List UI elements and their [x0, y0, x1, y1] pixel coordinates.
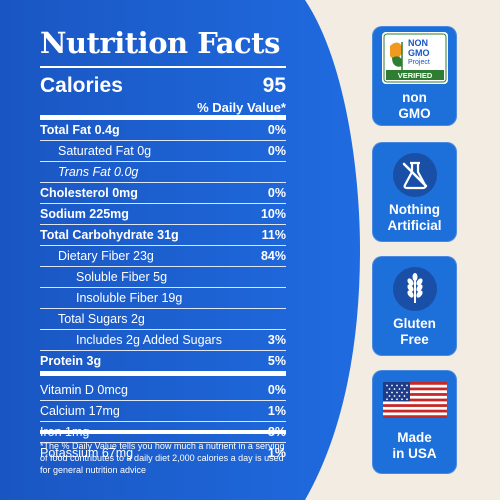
divider — [40, 66, 286, 68]
nutrition-facts-title: Nutrition Facts — [40, 26, 280, 60]
non-gmo-logo-text: VERIFIED — [397, 71, 432, 80]
nutrient-percent: 3% — [267, 333, 286, 347]
nutrient-percent: 5% — [267, 354, 286, 368]
non-gmo-logo-text: GMO — [408, 48, 430, 58]
flask-crossed-icon — [372, 152, 457, 198]
badge-text: Nothing Artificial — [372, 202, 457, 234]
calories-value: 95 — [262, 74, 286, 97]
nutrient-percent: 10% — [260, 207, 286, 221]
badge-line: Artificial — [387, 218, 442, 233]
nutrient-label: Soluble Fiber 5g — [76, 270, 168, 284]
badge-text: non GMO — [372, 90, 457, 122]
nutrient-percent: 0% — [267, 144, 286, 158]
nutrient-label: Saturated Fat 0g — [58, 144, 152, 158]
nutrient-percent: 11% — [261, 228, 286, 242]
badge-line: Made — [397, 430, 432, 445]
thick-divider — [40, 430, 286, 434]
daily-value-footnote: *The % Daily Value tells you how much a … — [40, 441, 285, 475]
badge-made-in-usa: Made in USA — [372, 370, 457, 474]
badge-line: Gluten — [393, 316, 436, 331]
nutrient-row: Cholesterol 0mg 0% — [40, 183, 286, 204]
badge-line: in USA — [392, 446, 437, 461]
nutrient-label: Potassium 67mg — [40, 446, 134, 460]
badge-non-gmo: NON GMO Project VERIFIED non GMO — [372, 26, 457, 126]
nutrient-row: Insoluble Fiber 19g — [40, 288, 286, 309]
nutrient-row: Dietary Fiber 23g 84% — [40, 246, 286, 267]
calories-row: Calories 95 — [40, 74, 286, 100]
nutrient-percent: 0% — [267, 186, 286, 200]
nutrient-label: Trans Fat 0.0g — [58, 165, 139, 179]
nutrient-label: Vitamin D 0mcg — [40, 383, 128, 397]
nutrition-facts-label: Nutrition Facts Calories 95 % Daily Valu… — [40, 26, 286, 475]
badge-line: Free — [400, 332, 429, 347]
daily-value-header: % Daily Value* — [197, 100, 286, 115]
badge-line: non — [402, 90, 427, 105]
nutrient-percent: 1% — [267, 404, 286, 418]
nutrient-label: Total Sugars 2g — [58, 312, 145, 326]
non-gmo-project-logo-icon: NON GMO Project VERIFIED — [372, 32, 457, 84]
badge-gluten-free: Gluten Free — [372, 256, 457, 356]
nutrient-row: Vitamin D 0mcg 0% — [40, 380, 286, 401]
nutrient-rows: Total Fat 0.4g 0% Saturated Fat 0g 0% Tr… — [40, 120, 286, 463]
badge-nothing-artificial: Nothing Artificial — [372, 142, 457, 242]
nutrient-row: Protein 3g 5% — [40, 351, 286, 376]
nutrient-row: Total Fat 0.4g 0% — [40, 120, 286, 141]
nutrient-label: Total Fat 0.4g — [40, 123, 120, 137]
nutrient-label: Cholesterol 0mg — [40, 186, 138, 200]
nutrient-percent: 1% — [267, 446, 286, 460]
nutrient-row: Total Carbohydrate 31g 11% — [40, 225, 286, 246]
nutrient-label: Includes 2g Added Sugars — [76, 333, 222, 347]
nutrient-label: Total Carbohydrate 31g — [40, 228, 179, 242]
nutrient-label: Protein 3g — [40, 354, 102, 368]
nutrient-row: Sodium 225mg 10% — [40, 204, 286, 225]
nutrient-percent: 0% — [267, 123, 286, 137]
nutrient-row: Calcium 17mg 1% — [40, 401, 286, 422]
nutrient-row: Includes 2g Added Sugars 3% — [40, 330, 286, 351]
us-flag-icon — [372, 382, 457, 422]
thick-divider — [40, 115, 286, 120]
badge-text: Gluten Free — [372, 316, 457, 348]
nutrient-percent: 0% — [267, 383, 286, 397]
nutrient-row: Saturated Fat 0g 0% — [40, 141, 286, 162]
badge-text: Made in USA — [372, 430, 457, 462]
wheat-icon — [372, 266, 457, 312]
nutrient-row: Soluble Fiber 5g — [40, 267, 286, 288]
badge-line: GMO — [398, 106, 431, 121]
nutrient-label: Calcium 17mg — [40, 404, 120, 418]
nutrient-label: Insoluble Fiber 19g — [76, 291, 183, 305]
nutrient-row: Trans Fat 0.0g — [40, 162, 286, 183]
badge-line: Nothing — [389, 202, 440, 217]
calories-label: Calories — [40, 74, 123, 97]
non-gmo-logo-text: Project — [408, 59, 430, 66]
nutrient-row: Total Sugars 2g — [40, 309, 286, 330]
nutrient-label: Dietary Fiber 23g — [58, 249, 154, 263]
nutrient-label: Sodium 225mg — [40, 207, 129, 221]
non-gmo-logo-text: NON — [408, 38, 428, 48]
nutrient-row: Potassium 67mg 1% — [40, 443, 286, 463]
nutrient-percent: 84% — [260, 249, 286, 263]
